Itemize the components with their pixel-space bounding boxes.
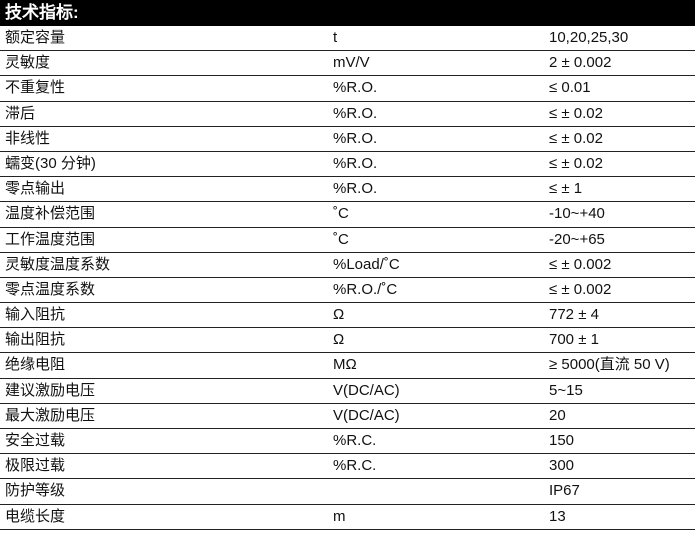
table-row: 输出阻抗 Ω 700 ± 1 — [0, 328, 695, 354]
spec-name: 蠕变(30 分钟) — [5, 154, 96, 172]
spec-value: ≤ 0.01 — [549, 79, 591, 97]
table-row: 极限过载 %R.C. 300 — [0, 454, 695, 480]
table-row: 灵敏度 mV/V 2 ± 0.002 — [0, 51, 695, 77]
spec-value: ≤ ± 0.02 — [549, 154, 603, 172]
spec-name: 额定容量 — [5, 29, 66, 46]
table-row: 非线性 %R.O. ≤ ± 0.02 — [0, 127, 695, 152]
spec-unit: MΩ — [333, 356, 357, 374]
table-row: 工作温度范围 ˚C -20~+65 — [0, 228, 695, 253]
table-row: 防护等级 IP67 — [0, 479, 695, 505]
spec-name: 极限过载 — [5, 457, 66, 475]
spec-unit: ˚C — [333, 230, 349, 248]
spec-name: 灵敏度温度系数 — [5, 255, 111, 273]
spec-name: 不重复性 — [5, 79, 66, 97]
spec-value: 700 ± 1 — [549, 331, 599, 349]
table-row: 灵敏度温度系数 %Load/˚C ≤ ± 0.002 — [0, 253, 695, 278]
spec-value: ≤ ± 0.02 — [549, 129, 603, 147]
spec-name: 灵敏度 — [5, 54, 51, 72]
spec-name: 防护等级 — [5, 482, 66, 500]
section-title: 技术指标: — [0, 0, 695, 26]
spec-unit: %R.C. — [333, 432, 377, 449]
table-row: 输入阻抗 Ω 772 ± 4 — [0, 303, 695, 329]
table-row: 零点输出 %R.O. ≤ ± 1 — [0, 177, 695, 203]
spec-value: ≤ ± 0.002 — [549, 255, 612, 273]
spec-value: 2 ± 0.002 — [549, 54, 612, 72]
spec-name: 绝缘电阻 — [5, 356, 66, 374]
table-row: 温度补偿范围 ˚C -10~+40 — [0, 202, 695, 228]
spec-value: ≤ ± 0.002 — [549, 280, 612, 298]
spec-unit: mV/V — [333, 54, 370, 72]
spec-unit: %R.O. — [333, 180, 378, 198]
spec-unit: V(DC/AC) — [333, 381, 400, 399]
table-row: 额定容量 t 10,20,25,30 — [0, 26, 695, 52]
spec-unit: t — [333, 29, 338, 46]
spec-value: 772 ± 4 — [549, 306, 599, 324]
spec-unit: Ω — [333, 306, 345, 324]
spec-value: 150 — [549, 432, 575, 449]
spec-name: 滞后 — [5, 104, 36, 122]
spec-name: 非线性 — [5, 129, 51, 147]
spec-name: 零点输出 — [5, 180, 66, 198]
spec-value: 10,20,25,30 — [549, 29, 629, 46]
table-row: 最大激励电压 V(DC/AC) 20 — [0, 404, 695, 429]
table-row: 零点温度系数 %R.O./˚C ≤ ± 0.002 — [0, 278, 695, 304]
spec-value: 13 — [549, 507, 566, 525]
spec-name: 零点温度系数 — [5, 280, 96, 298]
spec-name: 建议激励电压 — [5, 381, 96, 399]
spec-unit: V(DC/AC) — [333, 406, 400, 424]
table-row: 绝缘电阻 MΩ ≥ 5000(直流 50 V) — [0, 353, 695, 379]
spec-name: 输出阻抗 — [5, 331, 66, 349]
table-row: 建议激励电压 V(DC/AC) 5~15 — [0, 379, 695, 404]
table-row: 不重复性 %R.O. ≤ 0.01 — [0, 76, 695, 102]
spec-value: -10~+40 — [549, 205, 605, 223]
spec-value: 5~15 — [549, 381, 583, 399]
spec-name: 电缆长度 — [5, 507, 66, 525]
table-row: 蠕变(30 分钟) %R.O. ≤ ± 0.02 — [0, 152, 695, 178]
spec-unit: %R.O. — [333, 79, 378, 97]
spec-unit: %R.O. — [333, 104, 378, 122]
spec-unit: m — [333, 507, 346, 525]
spec-name: 输入阻抗 — [5, 306, 66, 324]
spec-unit: ˚C — [333, 205, 349, 223]
spec-value: IP67 — [549, 482, 580, 500]
spec-name: 工作温度范围 — [5, 230, 96, 248]
spec-value: 300 — [549, 457, 575, 475]
spec-name: 最大激励电压 — [5, 406, 96, 424]
spec-unit: %R.O. — [333, 129, 378, 147]
spec-value: -20~+65 — [549, 230, 605, 248]
spec-table: 额定容量 t 10,20,25,30 灵敏度 mV/V 2 ± 0.002 不重复性 %R.O… — [0, 26, 695, 530]
spec-unit: %R.O./˚C — [333, 280, 398, 298]
spec-unit: %R.O. — [333, 154, 378, 172]
table-row: 安全过载 %R.C. 150 — [0, 429, 695, 455]
spec-unit: %Load/˚C — [333, 255, 400, 273]
spec-value: 20 — [549, 406, 566, 424]
spec-value: ≥ 5000(直流 50 V) — [549, 356, 670, 374]
table-row: 电缆长度 m 13 — [0, 505, 695, 530]
table-row: 滞后 %R.O. ≤ ± 0.02 — [0, 102, 695, 127]
spec-unit: Ω — [333, 331, 345, 349]
spec-unit: %R.C. — [333, 457, 377, 475]
spec-name: 安全过载 — [5, 432, 66, 449]
spec-value: ≤ ± 0.02 — [549, 104, 603, 122]
spec-value: ≤ ± 1 — [549, 180, 583, 198]
spec-name: 温度补偿范围 — [5, 205, 96, 223]
